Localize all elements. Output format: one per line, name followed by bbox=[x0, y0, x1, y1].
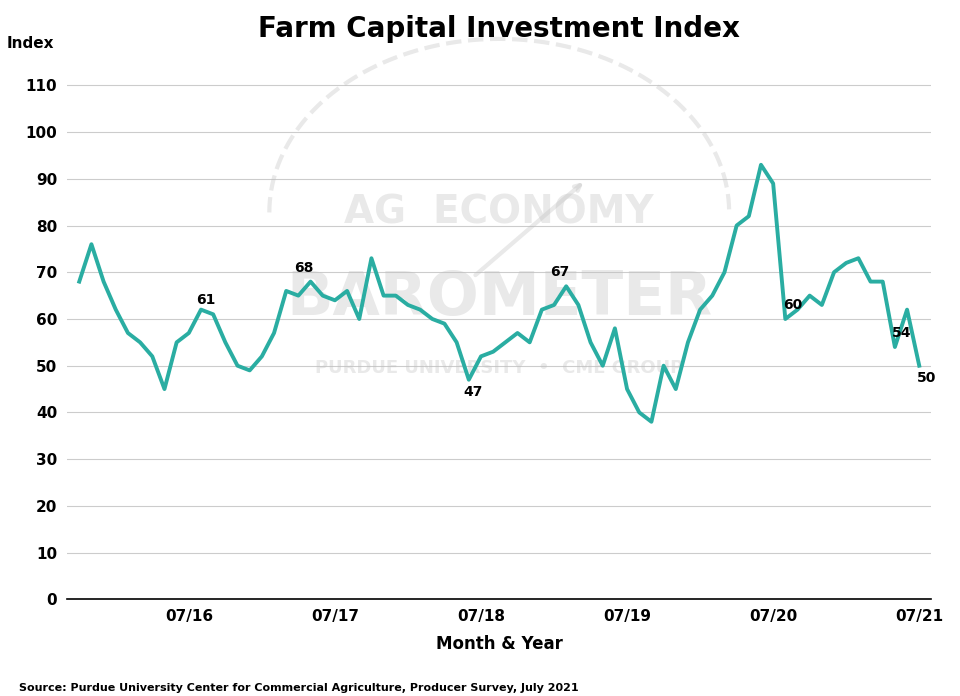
Title: Farm Capital Investment Index: Farm Capital Investment Index bbox=[258, 15, 740, 43]
Text: Index: Index bbox=[7, 36, 54, 52]
Text: 67: 67 bbox=[550, 265, 569, 279]
Text: Source: Purdue University Center for Commercial Agriculture, Producer Survey, Ju: Source: Purdue University Center for Com… bbox=[19, 683, 579, 693]
Text: 54: 54 bbox=[892, 326, 912, 340]
Text: 61: 61 bbox=[197, 294, 216, 308]
Text: AG  ECONOMY: AG ECONOMY bbox=[345, 193, 654, 232]
Text: 50: 50 bbox=[917, 371, 936, 385]
Text: PURDUE UNIVERSITY  •  CME GROUP: PURDUE UNIVERSITY • CME GROUP bbox=[315, 359, 684, 377]
Text: 68: 68 bbox=[294, 261, 313, 275]
Text: BAROMETER: BAROMETER bbox=[286, 269, 712, 328]
Text: 47: 47 bbox=[464, 385, 483, 400]
X-axis label: Month & Year: Month & Year bbox=[436, 635, 563, 653]
Text: 60: 60 bbox=[782, 298, 802, 312]
